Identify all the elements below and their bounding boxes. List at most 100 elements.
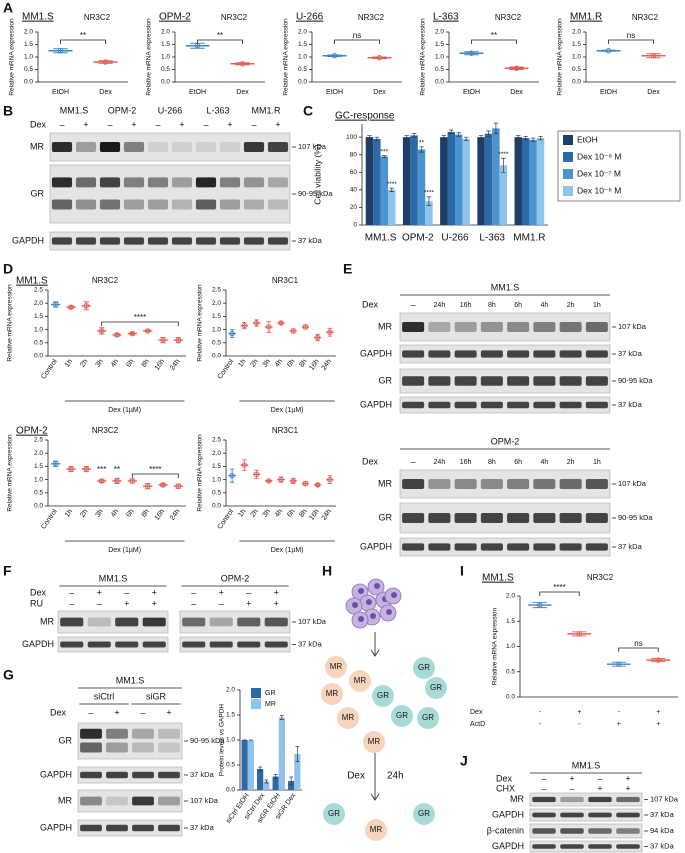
error-bar [486, 130, 491, 137]
blot-lane-label: – [191, 598, 196, 608]
x-tick-label: L-363 [479, 233, 505, 244]
blot-band [182, 617, 206, 627]
blot-condition: Dex [362, 456, 379, 466]
treatment-time: 24h [387, 771, 404, 782]
y-tick-label: 1.5 [34, 463, 43, 470]
blot-band [171, 237, 193, 245]
significance-bracket [334, 39, 380, 44]
blot-band [87, 617, 111, 627]
blot-group: MM1.S [60, 105, 89, 115]
blot-row-label: MR [58, 795, 72, 805]
bar [247, 740, 254, 790]
blot-lane-label: 24h [434, 302, 446, 309]
bar [492, 128, 500, 225]
blot-band [560, 812, 584, 818]
blot-title: MM1.S [116, 675, 145, 685]
blot-strip [49, 164, 291, 224]
y-tick-label: 0.5 [212, 340, 221, 347]
blot-strip [179, 636, 291, 653]
legend-swatch [563, 186, 573, 196]
blot-band [80, 728, 102, 739]
significance-bracket [197, 39, 243, 44]
receptor-label: GR [418, 809, 430, 818]
bar [373, 138, 381, 225]
condition-sign: - [578, 721, 581, 728]
x-tick-label: EtOH [189, 89, 206, 96]
receptor-blob [321, 683, 343, 705]
blot-lane-label: + [166, 707, 171, 717]
blot-band [219, 177, 241, 188]
y-tick-label: 0.5 [161, 66, 170, 73]
y-axis-label: Relative mRNA expression [146, 18, 153, 96]
blot-band [428, 513, 451, 523]
y-axis-label: Relative mRNA expression [9, 18, 16, 96]
cell-nucleus [366, 599, 372, 605]
receptor-blob [365, 819, 387, 841]
x-tick-label: 4h [274, 358, 284, 368]
y-tick-label: 0.0 [435, 79, 444, 86]
blot-band [106, 771, 128, 779]
x-axis-label: Dex (1µM) [108, 547, 141, 554]
blot-band [559, 322, 582, 332]
x-tick-label: EtOH [326, 89, 343, 96]
blot-band [195, 142, 217, 152]
blot-band [616, 796, 640, 803]
blot-band [237, 641, 261, 648]
receptor-blob [349, 670, 371, 692]
condition-sign: + [577, 709, 581, 716]
x-tick-label: 1h [237, 508, 247, 518]
blot-strip [399, 396, 611, 414]
chart-subtitle: NR3C2 [92, 276, 119, 285]
blot-band [402, 376, 425, 386]
y-tick-label: 0.5 [435, 66, 444, 73]
blot-band [87, 641, 111, 648]
blot-band [267, 199, 289, 210]
blot-band [158, 728, 180, 739]
y-axis-label: Relative mRNA expression [197, 284, 204, 362]
bar [425, 201, 433, 225]
y-axis-label: Relative mRNA expression [283, 18, 290, 96]
error-bar [258, 766, 263, 772]
x-tick-label: 2h [79, 508, 89, 518]
blot-band [533, 376, 556, 386]
y-tick-label: 0.5 [212, 490, 221, 497]
blot-strip [77, 766, 183, 784]
blot-lane-label: – [191, 587, 196, 597]
blot-band [75, 199, 97, 210]
blot-band [533, 479, 556, 489]
y-axis-label: Relative mRNA expression [420, 18, 427, 96]
error-bar [538, 135, 543, 141]
y-tick-label: 2.0 [161, 29, 170, 36]
bar [417, 149, 426, 225]
blot-size-label: 107 kDa [298, 142, 327, 151]
panel-label: E [343, 261, 352, 277]
receptor-blob [337, 707, 359, 729]
blot-lane-label: – [569, 783, 574, 793]
blot-band [454, 376, 477, 386]
significance-label: ns [634, 639, 642, 648]
blot-condition: Dex [362, 299, 379, 309]
blot-band [158, 824, 180, 832]
blot-strip [77, 722, 183, 760]
condition-sign: - [618, 709, 621, 716]
bar [462, 138, 470, 225]
blot-band [171, 142, 193, 152]
y-tick-label: 1.5 [212, 463, 221, 470]
chart-subtitle: NR3C2 [84, 13, 111, 22]
chart-title: OPM-2 [159, 12, 191, 23]
blot-band [132, 771, 154, 779]
y-axis-label: Relative mRNA expression [7, 434, 14, 512]
y-tick-label: 1.0 [572, 54, 581, 61]
panel-label: J [460, 753, 468, 769]
y-tick-label: 2.0 [298, 29, 307, 36]
y-tick-label: 1.5 [226, 712, 235, 719]
blot-size-label: 37 kDa [298, 639, 323, 648]
chart-title: MM1.S [16, 276, 48, 287]
y-tick-label: 0.0 [226, 787, 235, 794]
condition-label: ActD [470, 721, 485, 728]
x-tick-label: EtOH [52, 89, 69, 96]
x-tick-label: 6h [286, 508, 296, 518]
y-axis-label: Relative mRNA expression [197, 434, 204, 512]
blot-lane-label: 16h [460, 302, 472, 309]
y-tick-label: 2.0 [34, 450, 43, 457]
